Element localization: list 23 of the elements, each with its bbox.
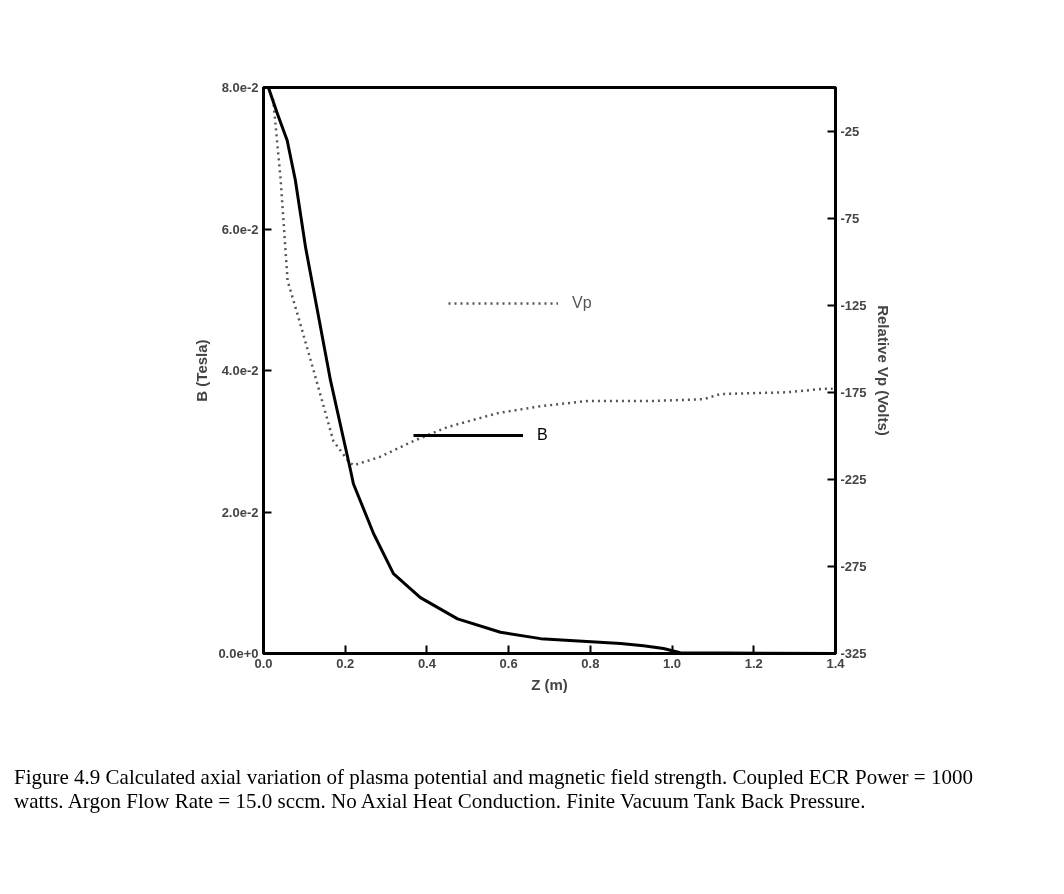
y2-tick-label: -275: [840, 558, 867, 574]
x-tick-label: 1.2: [744, 655, 763, 671]
x-tick-label: 0.2: [336, 655, 355, 671]
y-tick-label: 8.0e-2: [221, 80, 259, 95]
x-tick-label: 0.4: [417, 655, 437, 671]
x-tick-label: 0.6: [499, 655, 518, 671]
y-tick-label: 4.0e-2: [221, 363, 259, 378]
x-axis-title: Z (m): [531, 675, 568, 693]
y2-axis-title: Relative Vp (Volts): [874, 305, 892, 436]
x-tick-label: 1.4: [826, 655, 846, 671]
y-tick-label: 6.0e-2: [221, 221, 259, 237]
y-axis-title: B (Tesla): [193, 339, 211, 402]
x-tick-label: 0.8: [581, 655, 600, 671]
y-tick-label: 2.0e-2: [221, 504, 259, 520]
x-tick-label: 1.0: [663, 655, 682, 671]
text: B: [537, 426, 549, 444]
y2-tick-label: -175: [840, 384, 867, 400]
y2-tick-label: -125: [840, 297, 867, 313]
y2-tick-label: -75: [840, 210, 860, 226]
y2-tick-label: -25: [840, 123, 860, 139]
caption: Figure 4.9 Calculated axial variation of plasma potential and magnetic field strength. Coupled ECR Power = 1000 watts. Argon Flow Rate = 15.0 sccm. No Axial Heat Conduction. Finite Vacuum Tank Back Pressure.: [14, 765, 974, 814]
y2-tick-label: -225: [840, 471, 867, 487]
text: Vp: [572, 294, 592, 312]
